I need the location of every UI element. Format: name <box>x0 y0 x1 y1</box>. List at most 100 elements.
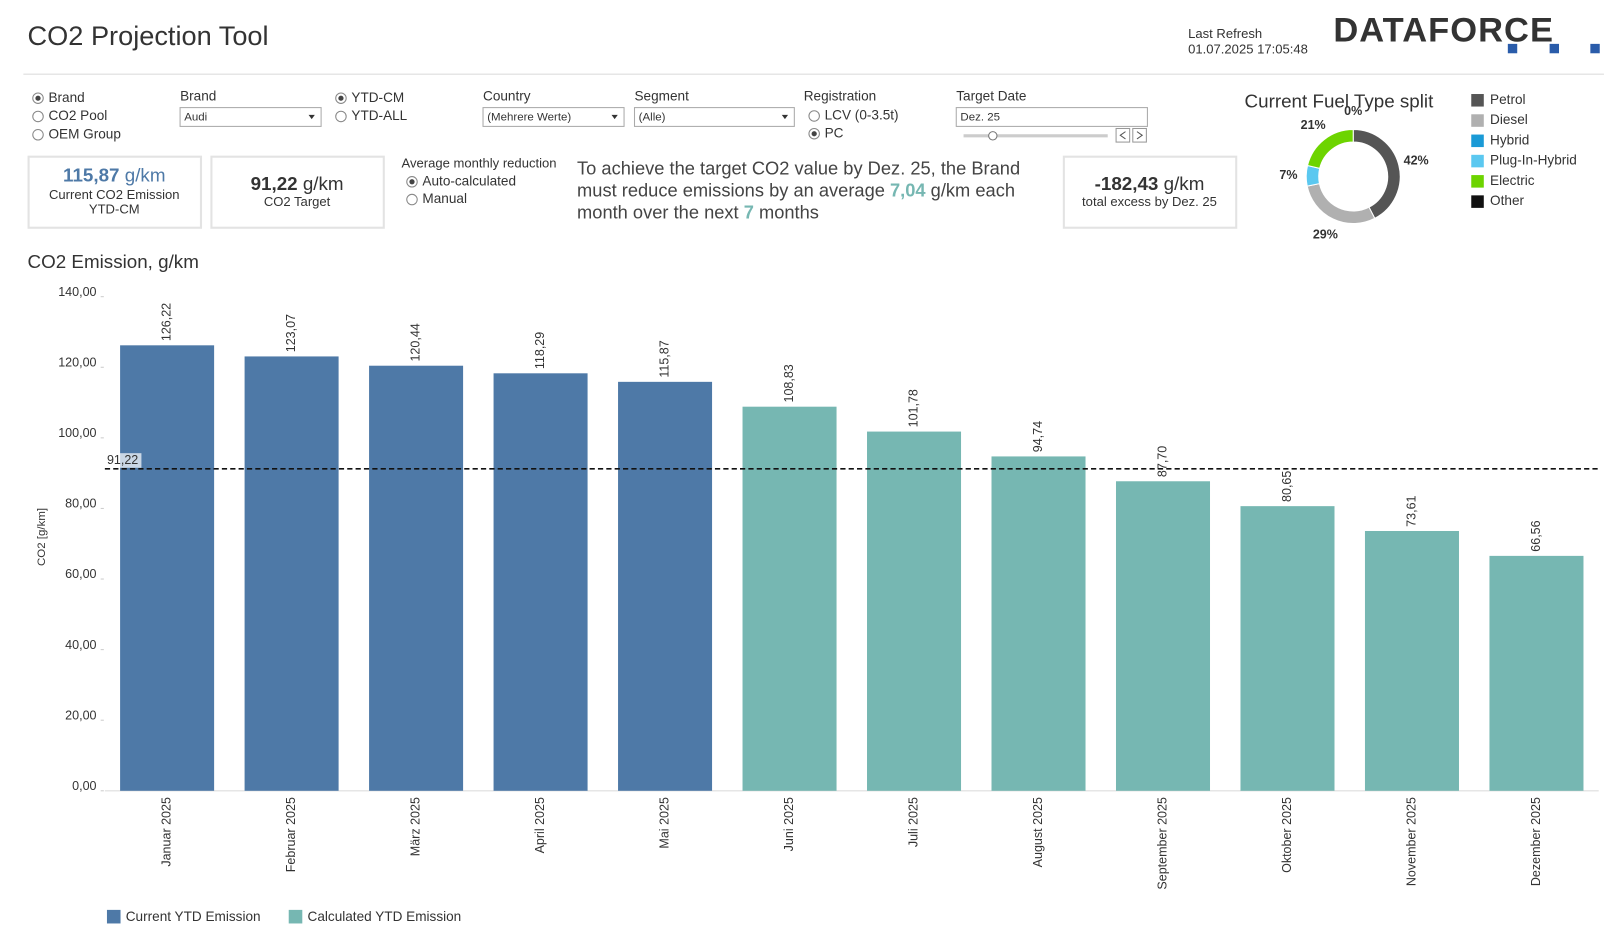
bar <box>244 356 339 791</box>
filter-label: Target Date <box>956 89 1026 104</box>
bar <box>1489 555 1584 791</box>
bar <box>742 406 837 791</box>
kpi-part: -182,43 <box>1095 173 1159 194</box>
radio-button[interactable] <box>808 110 820 122</box>
value-label: 120,44 <box>408 323 422 361</box>
filter-label: Average monthly reduction <box>402 155 557 170</box>
x-tick-label: Januar 2025 <box>159 797 173 867</box>
logo: DATAFORCE <box>1333 11 1554 49</box>
x-tick-label: April 2025 <box>533 797 547 853</box>
value-label: 87,70 <box>1155 446 1169 477</box>
radio-button[interactable] <box>406 193 418 206</box>
x-tick-label: März 2025 <box>408 797 422 856</box>
value-label: 126,22 <box>159 303 173 341</box>
value-label: 101,78 <box>906 389 920 427</box>
dropdown[interactable] <box>633 107 795 127</box>
bar <box>618 381 713 791</box>
bar <box>493 373 588 791</box>
kpi-part: g/km <box>125 165 166 186</box>
slice-label: 7% <box>1279 168 1297 182</box>
legend-swatch <box>1471 134 1484 148</box>
page-title: CO2 Projection Tool <box>28 20 269 51</box>
message-text: To achieve the target CO2 value by Dez. … <box>577 157 1021 201</box>
chart-title: Current Fuel Type split <box>1245 90 1435 111</box>
radio-dot <box>338 95 344 101</box>
dropdown-value: Dez. 25 <box>960 112 1000 124</box>
legend-label: Hybrid <box>1490 132 1529 147</box>
reference-label: 91,22 <box>107 453 138 467</box>
dropdown-arrow <box>308 114 315 120</box>
view-option: Brand <box>48 90 84 105</box>
radio-button[interactable] <box>32 110 44 123</box>
legend-label: Plug-In-Hybrid <box>1490 153 1577 168</box>
logo-square <box>1507 43 1518 54</box>
value-label: 123,07 <box>284 314 298 352</box>
value-label: 108,83 <box>782 364 796 402</box>
kpi-box <box>210 155 385 229</box>
legend-swatch <box>288 909 303 924</box>
kpi-label: Current CO2 Emission <box>49 187 180 202</box>
message-months: 7 <box>743 201 754 223</box>
registration-option: LCV (0-3.5t) <box>825 108 899 123</box>
filter-label: Segment <box>635 89 690 104</box>
donut-slice <box>1305 164 1321 187</box>
x-tick-label: Mai 2025 <box>657 797 671 849</box>
dropdown[interactable] <box>955 107 1148 127</box>
kpi-part: g/km <box>303 173 344 194</box>
period-option: YTD-ALL <box>351 108 407 123</box>
date-prev[interactable] <box>1115 127 1131 143</box>
y-tick-label: 40,00 <box>65 638 96 652</box>
bar <box>1364 530 1459 791</box>
chart-title: CO2 Emission, g/km <box>28 251 199 272</box>
arrow-icon <box>1136 131 1144 140</box>
legend-label: Calculated YTD Emission <box>308 909 462 924</box>
reduction-option: Manual <box>422 191 467 206</box>
reduction-option: Auto-calculated <box>422 173 516 188</box>
date-slider-handle[interactable] <box>988 131 998 141</box>
donut-slice <box>1306 182 1376 225</box>
message-text: g/km each month over the next <box>577 179 1016 223</box>
refresh-time: 01.07.2025 17:05:48 <box>1188 42 1308 57</box>
legend-swatch <box>1471 175 1484 188</box>
legend-swatch <box>1471 94 1484 107</box>
y-tick-label: 140,00 <box>58 285 96 299</box>
bar <box>991 456 1086 791</box>
radio-button[interactable] <box>32 129 44 141</box>
slice-label: 29% <box>1313 227 1338 241</box>
message-text: months <box>753 201 819 223</box>
dropdown-value: (Alle) <box>639 112 666 124</box>
legend-swatch <box>1471 195 1484 208</box>
radio-dot <box>811 131 817 137</box>
logo-square <box>1590 43 1600 54</box>
view-option: CO2 Pool <box>48 108 107 123</box>
dropdown-arrow <box>611 114 618 120</box>
dropdown[interactable] <box>179 107 322 127</box>
donut-slice <box>1306 129 1354 170</box>
y-tick-label: 60,00 <box>65 567 96 581</box>
legend-label: Current YTD Emission <box>126 909 261 924</box>
x-tick-label: Juni 2025 <box>782 797 796 851</box>
legend-swatch <box>1471 114 1484 127</box>
y-tick-label: 80,00 <box>65 497 96 511</box>
logo-square <box>1549 43 1560 54</box>
kpi-part: 115,87 <box>63 165 119 186</box>
refresh-label: Last Refresh <box>1188 26 1262 41</box>
slice-label: 0% <box>1344 104 1362 118</box>
dropdown-value: (Mehrere Werte) <box>487 112 571 124</box>
x-tick-label: Dezember 2025 <box>1529 797 1543 886</box>
bar <box>369 365 464 791</box>
message-box: To achieve the target CO2 value by Dez. … <box>577 157 1021 223</box>
filter-label: Brand <box>180 89 216 104</box>
value-label: 66,56 <box>1529 520 1543 551</box>
legend-label: Electric <box>1490 173 1535 188</box>
date-next[interactable] <box>1132 127 1147 143</box>
y-tick-label: 100,00 <box>58 426 96 440</box>
radio-button[interactable] <box>335 110 347 123</box>
x-tick-label: November 2025 <box>1404 797 1418 886</box>
period-option: YTD-CM <box>351 90 404 105</box>
radio-dot <box>409 179 415 185</box>
dropdown[interactable] <box>482 107 625 127</box>
slice-label: 42% <box>1404 154 1429 168</box>
filter-label: Registration <box>804 89 876 104</box>
value-label: 118,29 <box>533 332 547 369</box>
